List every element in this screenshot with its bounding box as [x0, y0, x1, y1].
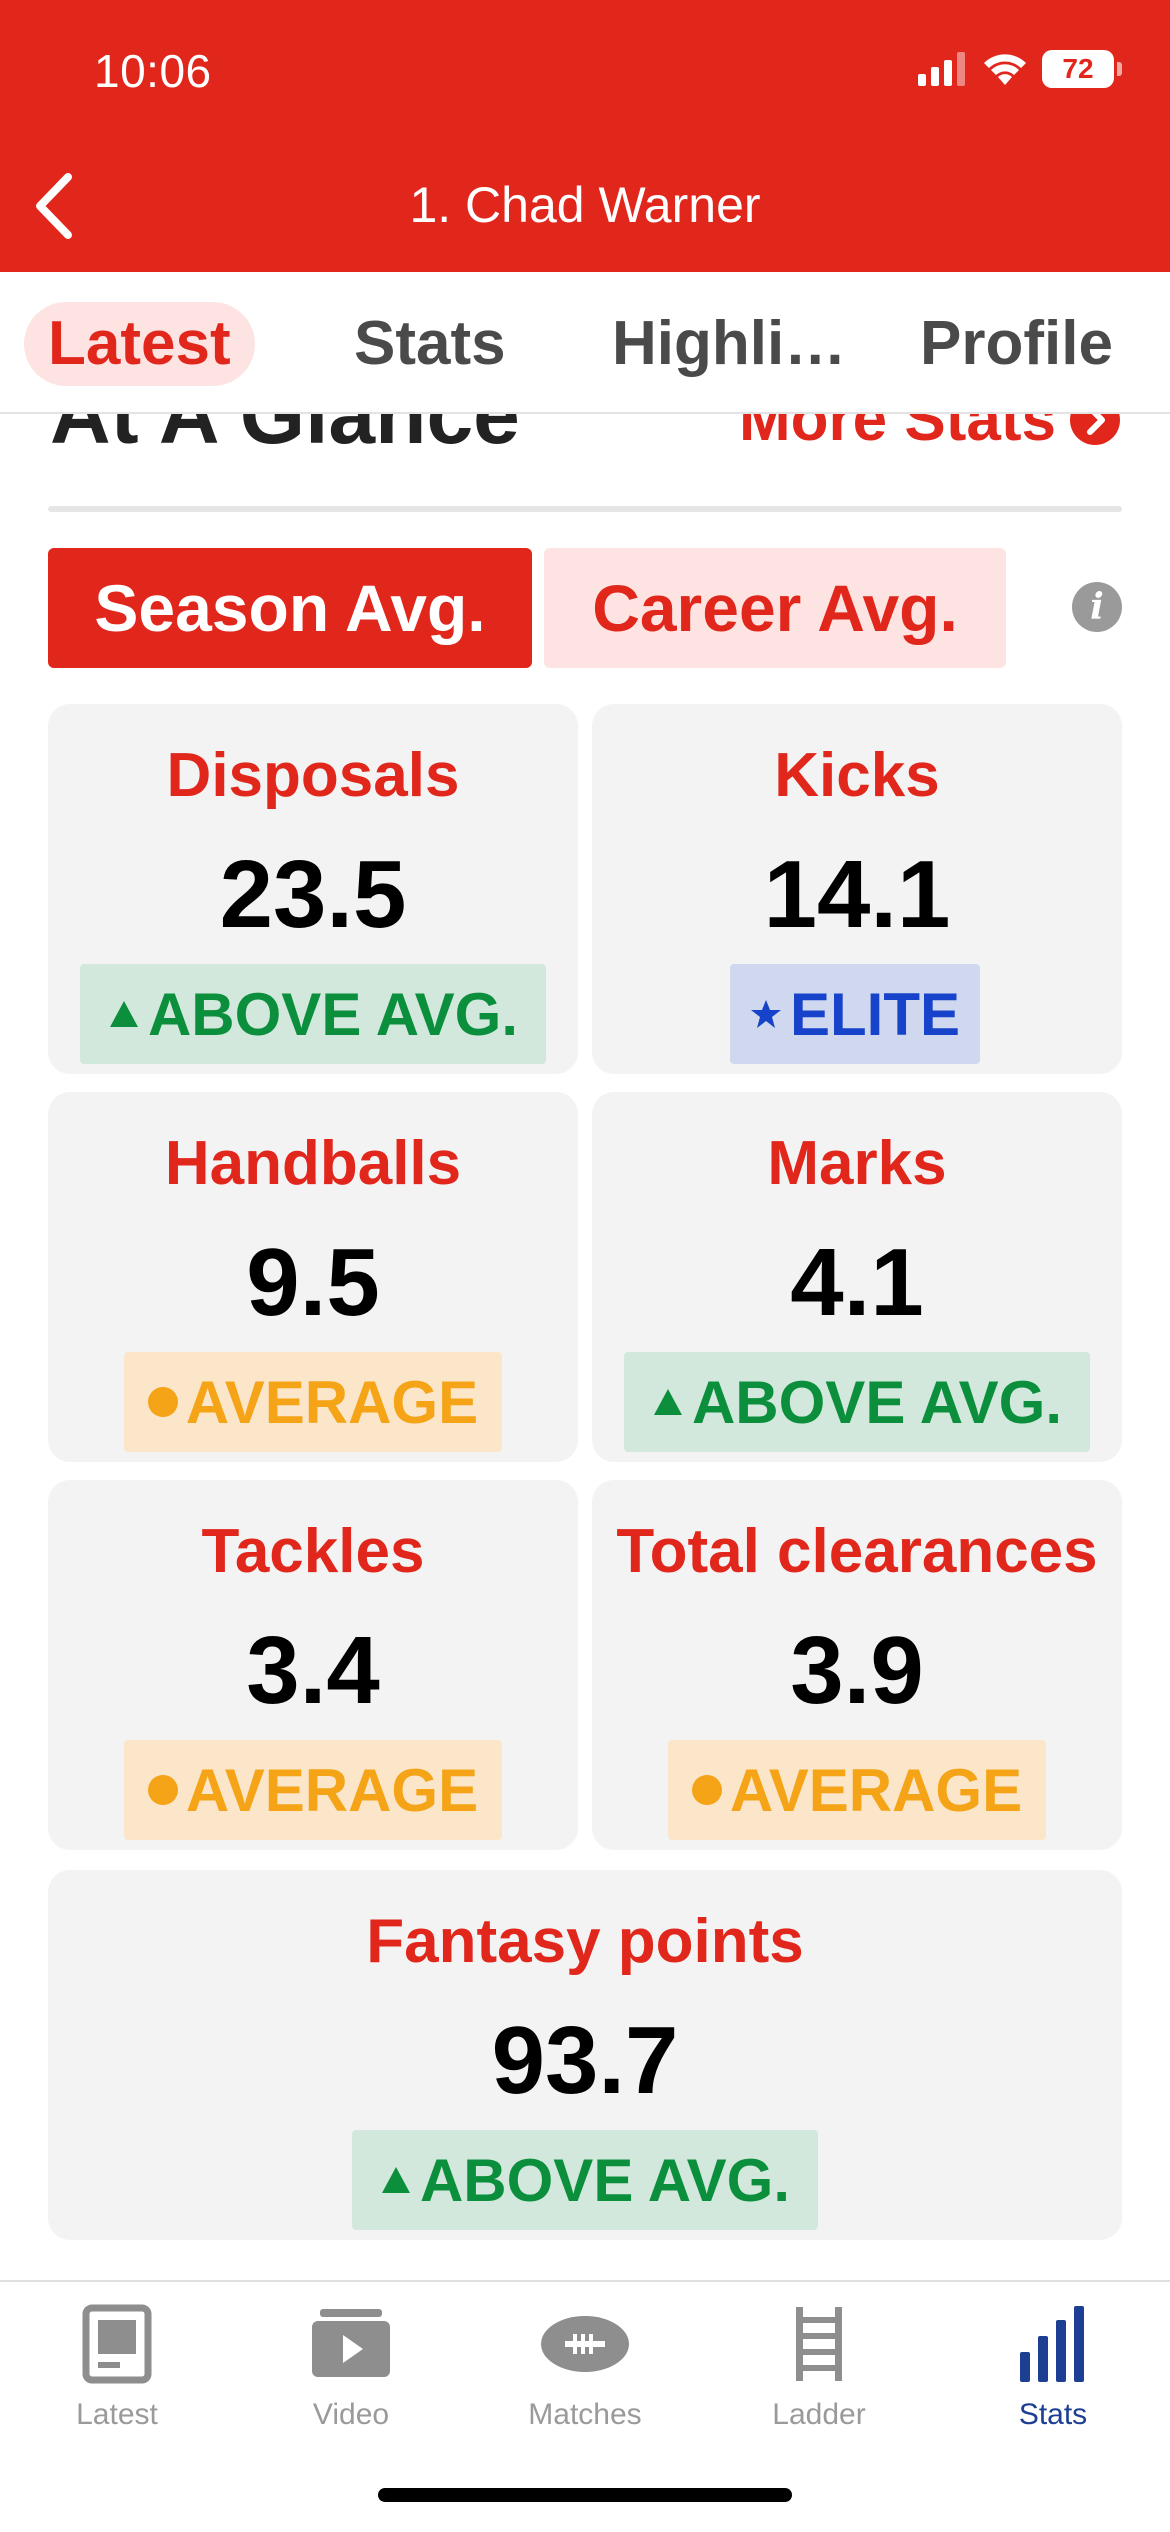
star-icon: [750, 1000, 781, 1028]
dot-icon: [691, 1775, 722, 1805]
stat-label: Fantasy points: [366, 1907, 804, 1976]
rating-badge: ABOVE AVG.: [624, 1352, 1090, 1452]
stat-label: Disposals: [166, 741, 460, 810]
stats-content[interactable]: At A Glance More Stats Season Avg. Caree…: [0, 414, 1170, 2280]
triangle-up-icon: [653, 1389, 682, 1415]
tab-stats[interactable]: Stats: [354, 309, 506, 378]
stat-value: 23.5: [219, 841, 407, 948]
nav-label: Latest: [76, 2398, 158, 2431]
page-title: 1. Chad Warner: [409, 177, 761, 233]
stat-label: Total clearances: [616, 1517, 1098, 1586]
more-stats-label: More Stats: [739, 414, 1056, 454]
rating-badge: AVERAGE: [124, 1352, 502, 1452]
football-icon: [541, 2316, 629, 2372]
wifi-icon: [984, 54, 1026, 85]
badge-text: ELITE: [789, 980, 960, 1048]
triangle-up-icon: [109, 1001, 138, 1027]
dot-icon: [147, 1775, 178, 1805]
badge-text: AVERAGE: [729, 1756, 1023, 1824]
back-button[interactable]: [22, 168, 86, 244]
rating-badge: ABOVE AVG.: [352, 2130, 818, 2230]
nav-label: Video: [312, 2398, 390, 2431]
stat-value: 93.7: [491, 2007, 679, 2114]
info-icon[interactable]: i: [1072, 582, 1122, 632]
stat-value: 3.4: [246, 1617, 380, 1724]
nav-matches[interactable]: Matches: [468, 2300, 702, 2432]
career-avg-button[interactable]: Career Avg.: [544, 548, 1006, 668]
status-time: 10:06: [94, 45, 212, 97]
app-header: 10:06 72 1. Chad Warner: [0, 0, 1170, 272]
stat-value: 14.1: [763, 841, 951, 948]
season-avg-button[interactable]: Season Avg.: [48, 548, 532, 668]
rating-badge: ABOVE AVG.: [80, 964, 546, 1064]
rating-badge: AVERAGE: [668, 1740, 1046, 1840]
stat-card-total-clearances: Total clearances 3.9 AVERAGE: [592, 1480, 1122, 1850]
nav-video[interactable]: Video: [234, 2300, 468, 2432]
stat-value: 9.5: [246, 1229, 380, 1336]
battery-icon: 72: [1042, 50, 1122, 88]
video-play-icon: [312, 2309, 390, 2377]
tablet-icon: [82, 2304, 152, 2384]
badge-text: ABOVE AVG.: [419, 2146, 791, 2214]
stat-label: Handballs: [164, 1129, 462, 1198]
section-title: At A Glance: [50, 414, 520, 461]
tab-latest[interactable]: Latest: [24, 302, 255, 386]
stat-label: Tackles: [201, 1517, 425, 1586]
divider: [48, 506, 1122, 512]
tab-profile[interactable]: Profile: [920, 309, 1113, 378]
stat-value: 3.9: [790, 1617, 924, 1724]
stat-card-handballs: Handballs 9.5 AVERAGE: [48, 1092, 578, 1462]
stat-card-kicks: Kicks 14.1 ELITE: [592, 704, 1122, 1074]
ladder-icon: [796, 2307, 842, 2381]
stat-card-marks: Marks 4.1 ABOVE AVG.: [592, 1092, 1122, 1462]
stat-card-fantasy-points: Fantasy points 93.7 ABOVE AVG.: [48, 1870, 1122, 2240]
more-stats-link[interactable]: More Stats: [739, 414, 1122, 455]
chevron-right-circle-icon: [1070, 414, 1120, 445]
stat-value: 4.1: [790, 1229, 924, 1336]
stat-card-tackles: Tackles 3.4 AVERAGE: [48, 1480, 578, 1850]
status-icons: 72: [918, 50, 1122, 88]
home-indicator: [378, 2488, 792, 2502]
rating-badge: ELITE: [730, 964, 980, 1064]
nav-label: Stats: [1018, 2398, 1088, 2431]
stat-card-disposals: Disposals 23.5 ABOVE AVG.: [48, 704, 578, 1074]
stat-label: Marks: [767, 1129, 947, 1198]
tab-bar: Latest Stats Highli… Profile: [0, 272, 1170, 414]
chevron-left-icon: [36, 173, 72, 239]
badge-text: AVERAGE: [185, 1368, 479, 1436]
tab-highlights[interactable]: Highli…: [612, 309, 847, 378]
stat-label: Kicks: [774, 741, 940, 810]
bar-chart-icon: [1020, 2306, 1084, 2382]
nav-label: Matches: [528, 2398, 642, 2431]
nav-ladder[interactable]: Ladder: [702, 2300, 936, 2432]
badge-text: ABOVE AVG.: [691, 1368, 1063, 1436]
triangle-up-icon: [381, 2167, 410, 2193]
badge-text: ABOVE AVG.: [147, 980, 519, 1048]
dot-icon: [147, 1387, 178, 1417]
nav-label: Ladder: [772, 2398, 866, 2431]
battery-level: 72: [1062, 53, 1094, 84]
nav-latest[interactable]: Latest: [0, 2300, 234, 2432]
badge-text: AVERAGE: [185, 1756, 479, 1824]
rating-badge: AVERAGE: [124, 1740, 502, 1840]
cellular-signal-icon: [918, 52, 965, 86]
nav-stats[interactable]: Stats: [936, 2300, 1170, 2432]
